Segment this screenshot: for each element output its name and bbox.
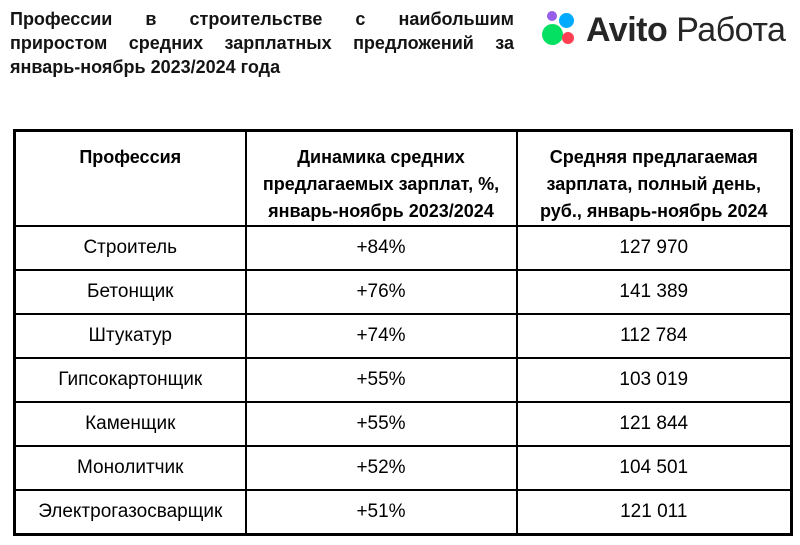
- header-growth-line: Динамика средних: [297, 147, 465, 167]
- logo-product-name: Работа: [676, 11, 786, 49]
- header-profession: Профессия: [13, 129, 247, 227]
- profession-cell: Электрогазосварщик: [13, 489, 247, 535]
- salary-cell: 103 019: [515, 357, 793, 403]
- header-growth: Динамика средних предлагаемых зарплат, %…: [244, 129, 518, 227]
- logo-brand-name: Avito: [586, 11, 668, 49]
- table-row: Каменщик +55% 121 844: [13, 401, 793, 447]
- growth-cell: +52%: [244, 445, 518, 491]
- salary-cell: 121 844: [515, 401, 793, 447]
- avito-logo-icon: [542, 10, 578, 50]
- table-row: Бетонщик +76% 141 389: [13, 269, 793, 315]
- profession-cell: Строитель: [13, 225, 247, 271]
- profession-cell: Гипсокартонщик: [13, 357, 247, 403]
- header-salary-line: Средняя предлагаемая: [549, 147, 758, 167]
- table-row: Монолитчик +52% 104 501: [13, 445, 793, 491]
- header-salary-line: зарплата, полный день,: [546, 174, 761, 194]
- growth-cell: +55%: [244, 357, 518, 403]
- title-line-3: январь-ноябрь 2023/2024 года: [10, 57, 281, 77]
- page-title: Профессии в строительстве с наибольшим п…: [10, 7, 514, 79]
- avito-rabota-logo: Avito Работа: [542, 10, 786, 50]
- header: Профессии в строительстве с наибольшим п…: [0, 0, 800, 122]
- growth-cell: +74%: [244, 313, 518, 359]
- table-row: Строитель +84% 127 970: [13, 225, 793, 271]
- table-body: Строитель +84% 127 970 Бетонщик +76% 141…: [13, 225, 793, 535]
- growth-cell: +51%: [244, 489, 518, 535]
- salary-cell: 112 784: [515, 313, 793, 359]
- title-line-2: приростом средних зарплатных предложений…: [10, 33, 514, 53]
- salary-cell: 121 011: [515, 489, 793, 535]
- salary-table: Профессия Динамика средних предлагаемых …: [13, 129, 793, 536]
- profession-cell: Каменщик: [13, 401, 247, 447]
- profession-cell: Бетонщик: [13, 269, 247, 315]
- logo-circle-red: [562, 32, 574, 44]
- logo-circle-green: [542, 24, 563, 45]
- growth-cell: +76%: [244, 269, 518, 315]
- title-line-1: Профессии в строительстве с наибольшим: [10, 9, 514, 29]
- header-salary: Средняя предлагаемая зарплата, полный де…: [515, 129, 793, 227]
- header-growth-line: предлагаемых зарплат, %,: [262, 174, 500, 194]
- table-header: Профессия Динамика средних предлагаемых …: [13, 129, 793, 227]
- growth-cell: +55%: [244, 401, 518, 447]
- table-row: Штукатур +74% 112 784: [13, 313, 793, 359]
- header-profession-line: Профессия: [79, 147, 182, 167]
- profession-cell: Монолитчик: [13, 445, 247, 491]
- logo-circle-purple: [547, 11, 557, 21]
- table-row: Гипсокартонщик +55% 103 019: [13, 357, 793, 403]
- header-growth-line: январь-ноябрь 2023/2024: [268, 201, 494, 221]
- profession-cell: Штукатур: [13, 313, 247, 359]
- table-row: Электрогазосварщик +51% 121 011: [13, 489, 793, 535]
- salary-cell: 127 970: [515, 225, 793, 271]
- table-header-row: Профессия Динамика средних предлагаемых …: [13, 129, 793, 227]
- salary-cell: 104 501: [515, 445, 793, 491]
- growth-cell: +84%: [244, 225, 518, 271]
- logo-circle-blue: [559, 13, 574, 28]
- header-salary-line: руб., январь-ноябрь 2024: [539, 201, 768, 221]
- salary-cell: 141 389: [515, 269, 793, 315]
- logo-text: Avito Работа: [586, 10, 786, 50]
